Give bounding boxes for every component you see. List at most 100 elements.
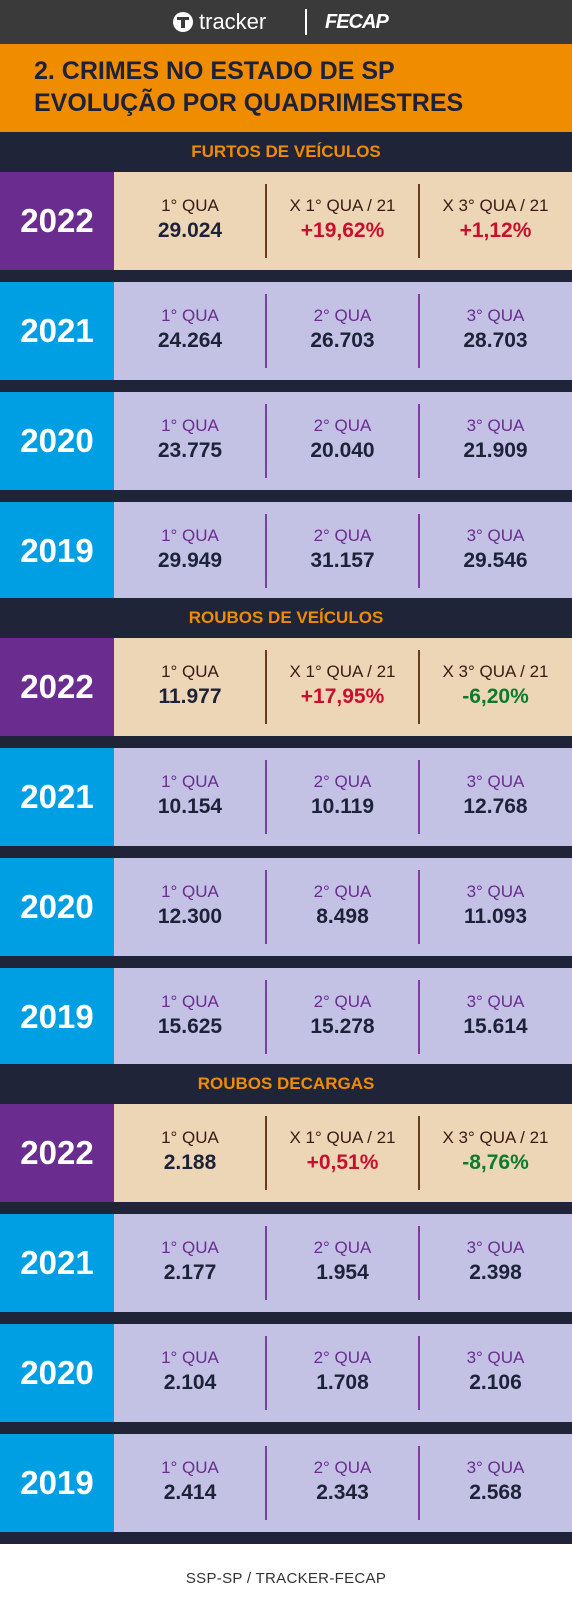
page-title-line-2: EVOLUÇÃO POR QUADRIMESTRES xyxy=(34,89,464,117)
cell-value: 2.106 xyxy=(469,1371,522,1394)
data-cell: 3° QUA 2.398 xyxy=(419,1214,572,1312)
cell-period-label: 3° QUA xyxy=(466,1348,525,1367)
cell-period-label: 1° QUA xyxy=(161,1348,219,1367)
year-label: 2022 xyxy=(0,638,114,736)
column-divider xyxy=(418,514,420,588)
row-values: 1° QUA 15.625 2° QUA 15.278 3° QUA 15.614 xyxy=(114,968,572,1066)
brand-divider xyxy=(305,9,307,35)
table-row: 2022 1° QUA 11.977 X 1° QUA / 21 +17,95% X 3°… xyxy=(0,638,572,736)
data-cell: 1° QUA 29.024 xyxy=(114,172,266,270)
column-divider xyxy=(265,650,267,724)
column-divider xyxy=(265,1116,267,1190)
cell-period-label: 1° QUA xyxy=(161,992,219,1011)
cell-value: 28.703 xyxy=(463,329,528,352)
data-cell: 1° QUA 10.154 xyxy=(114,748,266,846)
cell-value: 2.188 xyxy=(163,1151,217,1174)
data-cell: X 1° QUA / 21 +19,62% xyxy=(266,172,419,270)
column-divider xyxy=(265,870,267,944)
data-cell: 3° QUA 11.093 xyxy=(419,858,572,956)
section-title: ROUBOS DE VEÍCULOS xyxy=(0,598,572,638)
column-divider xyxy=(265,760,267,834)
brand-bar: tracker FECAP xyxy=(0,0,572,44)
row-values: 1° QUA 2.177 2° QUA 1.954 3° QUA 2.398 xyxy=(114,1214,572,1312)
cell-period-label: 1° QUA xyxy=(161,1238,219,1257)
cell-value: +0,51% xyxy=(306,1151,379,1174)
year-label: 2020 xyxy=(0,858,114,956)
data-cell: X 1° QUA / 21 +17,95% xyxy=(266,638,419,736)
data-cell: 2° QUA 26.703 xyxy=(266,282,419,380)
data-cell: 3° QUA 21.909 xyxy=(419,392,572,490)
cell-value: 2.343 xyxy=(316,1481,369,1504)
column-divider xyxy=(265,980,267,1054)
column-divider xyxy=(418,294,420,368)
cell-value: 26.703 xyxy=(310,329,375,352)
cell-value: 29.024 xyxy=(157,219,223,242)
column-divider xyxy=(418,650,420,724)
cell-period-label: 3° QUA xyxy=(466,1238,525,1257)
cell-period-label: 1° QUA xyxy=(161,1458,219,1477)
cell-value: 2.398 xyxy=(469,1261,522,1284)
fecap-logo: FECAP xyxy=(325,11,389,33)
cell-value: -6,20% xyxy=(462,685,529,708)
cell-period-label: 1° QUA xyxy=(161,772,219,791)
column-divider xyxy=(418,870,420,944)
column-divider xyxy=(265,294,267,368)
cell-period-label: 1° QUA xyxy=(161,526,219,545)
cell-value: 15.278 xyxy=(310,1015,375,1038)
data-cell: X 1° QUA / 21 +0,51% xyxy=(266,1104,419,1202)
data-cell: 2° QUA 10.119 xyxy=(266,748,419,846)
cell-value: 2.177 xyxy=(163,1261,217,1284)
table-row: 2021 1° QUA 24.264 2° QUA 26.703 3° QUA 28.703 xyxy=(0,282,572,380)
cell-value: -8,76% xyxy=(462,1151,529,1174)
data-cell: 1° QUA 12.300 xyxy=(114,858,266,956)
data-cell: 1° QUA 23.775 xyxy=(114,392,266,490)
column-divider xyxy=(418,1226,420,1300)
table-row: 2019 1° QUA 2.414 2° QUA 2.343 3° QUA 2.568 xyxy=(0,1434,572,1532)
column-divider xyxy=(418,404,420,478)
data-cell: 2° QUA 20.040 xyxy=(266,392,419,490)
cell-period-label: 2° QUA xyxy=(313,1348,372,1367)
source-footer: SSP-SP / TRACKER-FECAP xyxy=(185,1570,387,1587)
cell-period-label: 3° QUA xyxy=(466,306,525,325)
data-cell: 3° QUA 2.106 xyxy=(419,1324,572,1422)
data-cell: 2° QUA 8.498 xyxy=(266,858,419,956)
data-cell: X 3° QUA / 21 +1,12% xyxy=(419,172,572,270)
column-divider xyxy=(418,1336,420,1410)
cell-period-label: 3° QUA xyxy=(466,992,525,1011)
column-divider xyxy=(418,980,420,1054)
cell-value: 23.775 xyxy=(157,439,223,462)
cell-value: 12.300 xyxy=(157,905,223,928)
cell-value: 2.414 xyxy=(163,1481,217,1504)
cell-period-label: X 3° QUA / 21 xyxy=(442,1128,549,1147)
table-row: 2021 1° QUA 2.177 2° QUA 1.954 3° QUA 2.398 xyxy=(0,1214,572,1312)
cell-period-label: 3° QUA xyxy=(466,1458,525,1477)
cell-period-label: 2° QUA xyxy=(313,526,372,545)
cell-period-label: 2° QUA xyxy=(313,416,372,435)
table-row: 2022 1° QUA 2.188 X 1° QUA / 21 +0,51% X 3° Q… xyxy=(0,1104,572,1202)
cell-value: 11.977 xyxy=(158,685,222,708)
cell-value: 21.909 xyxy=(463,439,528,462)
year-label: 2022 xyxy=(0,1104,114,1202)
tracker-brand-text: tracker xyxy=(199,9,267,34)
cell-period-label: X 3° QUA / 21 xyxy=(442,196,549,215)
cell-value: +19,62% xyxy=(300,219,385,242)
cell-value: 10.119 xyxy=(310,795,375,818)
cell-value: 12.768 xyxy=(463,795,528,818)
cell-value: 1.954 xyxy=(316,1261,369,1284)
year-label: 2021 xyxy=(0,282,114,380)
tracker-logo: tracker xyxy=(173,9,266,35)
table-row: 2021 1° QUA 10.154 2° QUA 10.119 3° QUA 12.768 xyxy=(0,748,572,846)
cell-period-label: X 1° QUA / 21 xyxy=(289,662,396,681)
row-values: 1° QUA 29.949 2° QUA 31.157 3° QUA 29.546 xyxy=(114,502,572,600)
cell-period-label: 1° QUA xyxy=(161,196,219,215)
cell-period-label: 3° QUA xyxy=(466,882,525,901)
row-values: 1° QUA 11.977 X 1° QUA / 21 +17,95% X 3° QUA… xyxy=(114,638,572,736)
cell-value: 8.498 xyxy=(316,905,369,928)
column-divider xyxy=(265,404,267,478)
column-divider xyxy=(265,184,267,258)
row-values: 1° QUA 24.264 2° QUA 26.703 3° QUA 28.703 xyxy=(114,282,572,380)
data-cell: 1° QUA 11.977 xyxy=(114,638,266,736)
cell-period-label: 3° QUA xyxy=(466,526,525,545)
year-label: 2021 xyxy=(0,748,114,846)
cell-value: 20.040 xyxy=(310,439,375,462)
